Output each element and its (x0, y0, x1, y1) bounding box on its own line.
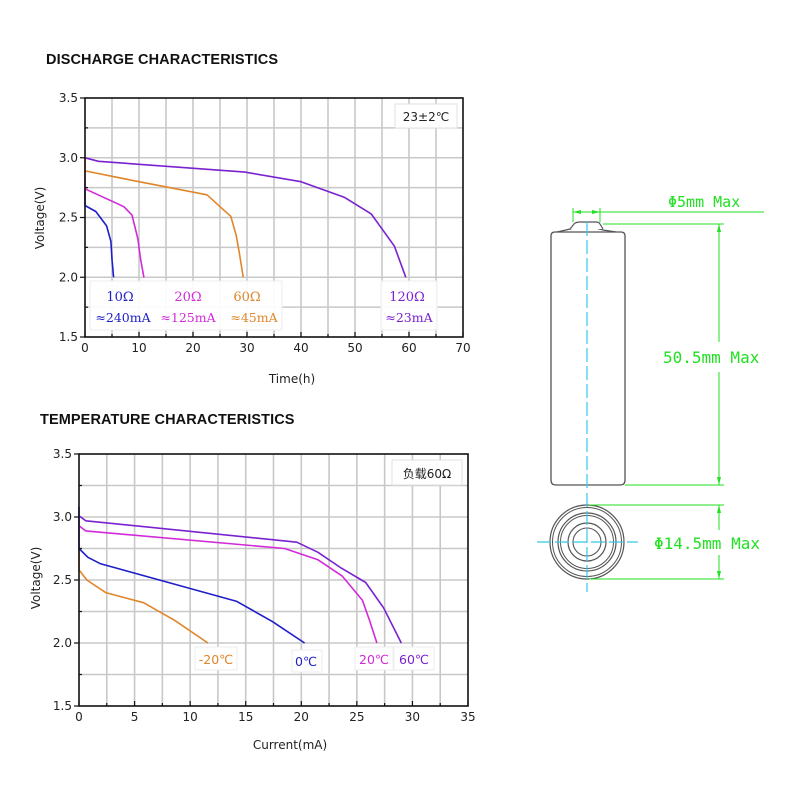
battery-body-outline (550, 231, 626, 486)
discharge-x-tick-label: 30 (239, 341, 254, 355)
temperature-y-tick-label: 2.5 (53, 573, 72, 587)
temperature-x-tick-label: 20 (294, 710, 309, 724)
temperature-annotation-box (391, 459, 463, 486)
discharge-y-tick-label: 3.0 (59, 151, 78, 165)
temperature-x-tick-label: 35 (460, 710, 475, 724)
series-label-10ohm: 10Ω (106, 290, 133, 305)
temperature-y-tick-label: 1.5 (53, 699, 72, 713)
temperature-x-tick-label: 0 (75, 710, 83, 724)
discharge-section-title: DISCHARGE CHARACTERISTICS (46, 52, 279, 68)
temperature-x-tick-label: 15 (238, 710, 253, 724)
temperature-series-line-2 (78, 525, 378, 644)
discharge-x-tick-label: 0 (81, 341, 89, 355)
series-label-120ohm: 120Ω (389, 290, 425, 305)
discharge-x-tick-label: 50 (347, 341, 362, 355)
dim-length-label: 50.5mm Max (663, 348, 760, 367)
discharge-x-axis-label: Time(h) (268, 372, 315, 386)
temp-label-box-20 (354, 646, 394, 671)
temperature-y-tick-label: 3.5 (53, 447, 72, 461)
discharge-annotation-box (394, 103, 458, 129)
temp-label-box-0 (291, 649, 323, 673)
series-sublabel-20ohm: ≈125mA (160, 310, 216, 325)
discharge-x-tick-label: 40 (293, 341, 308, 355)
discharge-y-tick-label: 1.5 (59, 330, 78, 344)
dim-terminal-diameter-label: Φ5mm Max (668, 193, 740, 211)
series-label-20ohm: 20Ω (174, 290, 201, 305)
temperature-tick-labels: 0 5 10 15 20 25 30 35 1.5 2.0 2.5 3.0 3.5 (53, 447, 476, 724)
discharge-tick-labels: 0 10 20 30 40 50 60 70 1.5 2.0 2.5 3.0 3.5 (59, 91, 471, 355)
temperature-x-tick-label: 25 (349, 710, 364, 724)
temperature-annotation: 负载60Ω (403, 467, 451, 481)
series-label-0c: 0℃ (295, 654, 317, 669)
temperature-ticks (74, 453, 469, 707)
temp-label-box-60 (393, 646, 435, 671)
temperature-x-tick-label: 5 (131, 710, 139, 724)
discharge-x-tick-label: 10 (131, 341, 146, 355)
dim-terminal-arrow-right (592, 210, 600, 214)
series-label-20c: 20℃ (359, 652, 389, 667)
series-label-60ohm: 60Ω (233, 290, 260, 305)
temperature-x-tick-label: 10 (183, 710, 198, 724)
temperature-x-tick-label: 30 (405, 710, 420, 724)
temperature-chart: 0 5 10 15 20 25 30 35 1.5 2.0 2.5 3.0 3.5 Current(mA… (29, 447, 476, 752)
series-label-neg20c: -20℃ (199, 652, 233, 667)
discharge-labels-box-right (380, 280, 438, 331)
dim-terminal-arrow-left (573, 210, 581, 214)
discharge-x-tick-label: 60 (401, 341, 416, 355)
battery-dimension-drawing: Φ5mm Max 50.5mm Max Φ14.5mm Max (537, 193, 764, 592)
temperature-y-tick-label: 3.0 (53, 510, 72, 524)
series-sublabel-60ohm: ≈45mA (230, 310, 278, 325)
discharge-ticks (80, 97, 464, 338)
discharge-y-tick-label: 3.5 (59, 91, 78, 105)
discharge-series-line-3 (84, 157, 407, 278)
discharge-y-tick-label: 2.5 (59, 211, 78, 225)
dim-diameter-arrow-top (717, 505, 721, 513)
temperature-series-line-3 (78, 515, 403, 644)
discharge-annotation: 23±2℃ (403, 110, 449, 124)
temperature-x-axis-label: Current(mA) (253, 738, 327, 752)
series-sublabel-120ohm: ≈23mA (385, 310, 433, 325)
discharge-series-line-2 (84, 157, 244, 278)
dim-length-arrow-bottom (717, 477, 721, 485)
series-label-60c: 60℃ (399, 652, 429, 667)
temperature-section-title: TEMPERATURE CHARACTERISTICS (40, 412, 295, 428)
dim-diameter-arrow-bottom (717, 571, 721, 579)
dim-body-diameter-label: Φ14.5mm Max (654, 534, 760, 553)
temp-label-box-neg20 (194, 646, 238, 671)
discharge-chart: 0 10 20 30 40 50 60 70 1.5 2.0 2.5 3.0 3.5 Time(h) V… (33, 91, 471, 386)
discharge-x-tick-label: 70 (455, 341, 470, 355)
temperature-y-axis-label: Voltage(V) (29, 547, 43, 610)
dim-length-arrow-top (717, 224, 721, 232)
series-sublabel-10ohm: ≈240mA (95, 310, 151, 325)
discharge-x-tick-label: 20 (185, 341, 200, 355)
discharge-y-axis-label: Voltage(V) (33, 187, 47, 250)
discharge-y-tick-label: 2.0 (59, 270, 78, 284)
temperature-y-tick-label: 2.0 (53, 636, 72, 650)
discharge-labels-box-left (89, 280, 283, 331)
